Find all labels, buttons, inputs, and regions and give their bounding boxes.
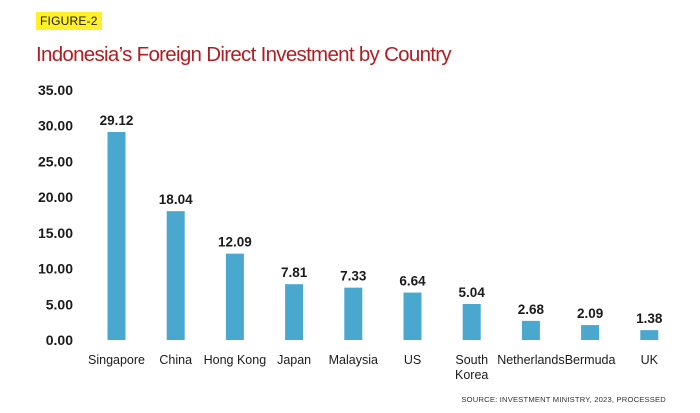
y-axis: 0.00 5.00 10.00 15.00 20.00 25.00 30.00 35.00 [38,82,73,348]
data-label: 2.09 [577,306,603,321]
x-axis: Singapore China Hong Kong Japan Malaysia US So… [88,353,659,382]
chart-title: Indonesia’s Foreign Direct Investment by… [36,43,452,66]
x-tick-label: UK [641,353,659,367]
data-label: 7.81 [281,265,308,280]
y-tick-label: 0.00 [46,332,73,348]
bar [581,325,600,340]
figure-label: FIGURE-2 [36,12,102,30]
x-tick-label: Malaysia [329,353,378,367]
data-label: 12.09 [218,235,252,250]
x-tick-label: US [404,353,421,367]
bars: 29.12 18.04 12.09 7.81 7.33 6.64 5.04 2.68 2.09 1… [100,113,663,340]
bar [640,330,659,340]
data-label: 2.68 [518,302,545,317]
x-tick-label: South Korea [455,353,488,382]
y-tick-label: 30.00 [38,118,73,134]
bar [344,287,363,340]
x-tick-label: Japan [277,353,311,367]
data-label: 18.04 [159,192,193,207]
x-tick-label: China [159,353,192,367]
y-tick-label: 25.00 [38,153,73,169]
bar [166,211,185,340]
bar [285,284,304,340]
y-tick-label: 15.00 [38,225,73,241]
data-label: 29.12 [100,113,134,128]
x-tick-label: Netherlands [497,353,564,367]
data-label: 7.33 [340,269,367,284]
bar [225,253,244,340]
x-tick-label: Hong Kong [204,353,267,367]
x-tick-label: Bermuda [565,353,616,367]
source-note: SOURCE: INVESTMENT MINISTRY, 2023, PROCE… [461,395,666,404]
x-tick-label: Singapore [88,353,145,367]
data-label: 6.64 [399,274,426,289]
data-label: 1.38 [636,311,663,326]
y-tick-label: 35.00 [38,82,73,98]
bar [107,132,126,340]
bar [521,320,540,340]
data-label: 5.04 [459,285,486,300]
y-tick-label: 5.00 [46,296,73,312]
bar [403,292,422,340]
bar [462,304,481,340]
y-tick-label: 10.00 [38,261,73,277]
y-tick-label: 20.00 [38,189,73,205]
